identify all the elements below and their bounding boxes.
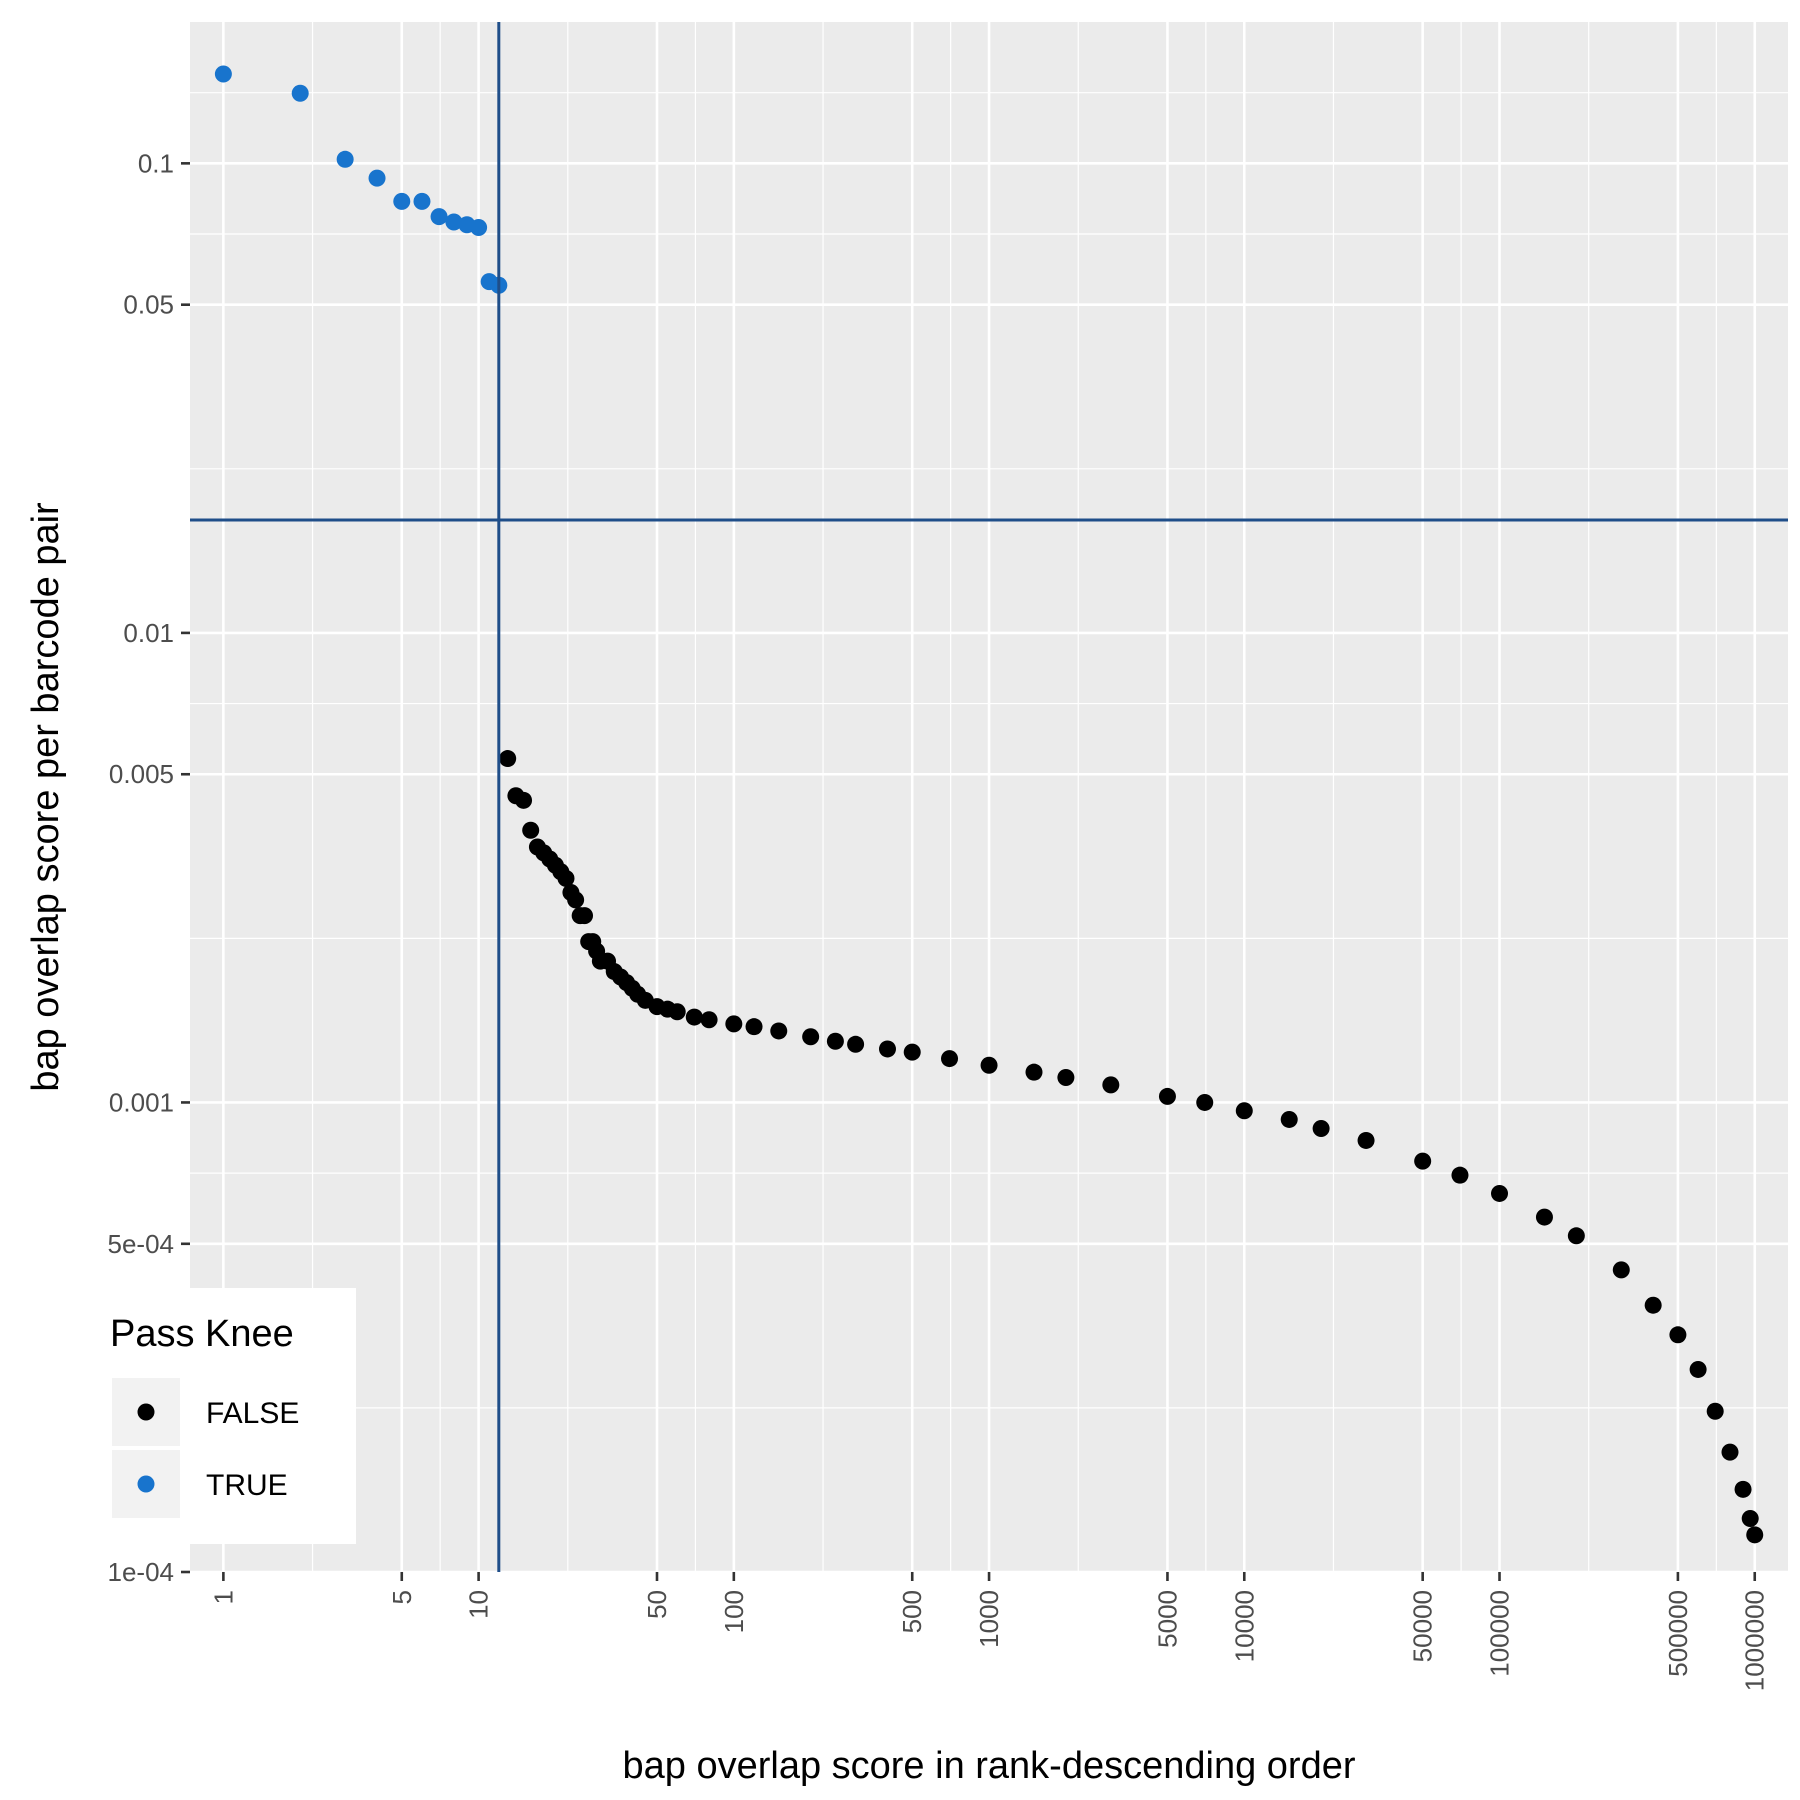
data-point bbox=[1280, 1110, 1298, 1128]
data-point bbox=[1741, 1509, 1759, 1527]
data-point bbox=[1612, 1261, 1630, 1279]
data-point bbox=[745, 1018, 763, 1036]
major-gridlines bbox=[190, 22, 1788, 1574]
data-point bbox=[1669, 1326, 1687, 1344]
series-false bbox=[499, 750, 1764, 1544]
data-point bbox=[430, 208, 448, 226]
data-point bbox=[802, 1028, 820, 1046]
data-point bbox=[685, 1008, 703, 1026]
data-point bbox=[1644, 1296, 1662, 1314]
x-tick-label: 1000 bbox=[974, 1590, 1004, 1648]
x-tick-label: 10 bbox=[464, 1590, 494, 1619]
legend-label: FALSE bbox=[206, 1397, 299, 1430]
data-point bbox=[770, 1022, 788, 1040]
x-tick-label: 5 bbox=[387, 1590, 417, 1604]
data-point bbox=[1567, 1227, 1585, 1245]
data-point bbox=[725, 1015, 743, 1033]
data-point bbox=[847, 1035, 865, 1053]
data-point bbox=[214, 65, 232, 83]
data-point bbox=[1535, 1208, 1553, 1226]
data-point bbox=[700, 1011, 718, 1029]
legend-entries: FALSE TRUE bbox=[112, 1378, 299, 1518]
x-axis-title: bap overlap score in rank-descending ord… bbox=[623, 1745, 1356, 1787]
data-point bbox=[445, 213, 463, 231]
data-point bbox=[413, 192, 431, 210]
legend-label: TRUE bbox=[206, 1469, 288, 1502]
data-points bbox=[214, 65, 1764, 1544]
data-point bbox=[878, 1040, 896, 1058]
data-point bbox=[291, 84, 309, 102]
y-tick-label: 0.1 bbox=[138, 148, 174, 178]
legend-title: Pass Knee bbox=[110, 1313, 294, 1355]
x-tick-label: 1 bbox=[208, 1590, 238, 1604]
data-point bbox=[1057, 1069, 1075, 1087]
x-tick-label: 100000 bbox=[1485, 1590, 1515, 1677]
data-point bbox=[557, 869, 575, 887]
x-tick-label: 10000 bbox=[1229, 1590, 1259, 1662]
data-point bbox=[903, 1043, 921, 1061]
data-point bbox=[1491, 1184, 1509, 1202]
data-point bbox=[1721, 1443, 1739, 1461]
data-point bbox=[1414, 1152, 1432, 1170]
data-point bbox=[1734, 1480, 1752, 1498]
data-point bbox=[1235, 1102, 1253, 1120]
x-axis: 1 5 10 50 100 500 1000 5000 10000 50000 100000 5000… bbox=[208, 1572, 1770, 1691]
data-point bbox=[522, 821, 540, 839]
y-tick-label: 0.01 bbox=[123, 618, 174, 648]
data-point bbox=[1158, 1087, 1176, 1105]
data-point bbox=[368, 169, 386, 187]
legend: Pass Knee FALSE TRUE bbox=[92, 1288, 356, 1544]
data-point bbox=[336, 150, 354, 168]
x-tick-label: 100 bbox=[719, 1590, 749, 1633]
x-tick-label: 50 bbox=[642, 1590, 672, 1619]
x-tick-label: 50000 bbox=[1408, 1590, 1438, 1662]
x-tick-label: 500 bbox=[897, 1590, 927, 1633]
y-tick-label: 1e-04 bbox=[108, 1557, 175, 1587]
x-tick-label: 1000000 bbox=[1740, 1590, 1770, 1691]
data-point bbox=[515, 791, 533, 809]
data-point bbox=[499, 750, 517, 768]
legend-entry-true: TRUE bbox=[112, 1450, 288, 1518]
legend-key-point bbox=[137, 1475, 155, 1493]
data-point bbox=[941, 1050, 959, 1068]
data-point bbox=[567, 891, 585, 909]
x-tick-label: 500000 bbox=[1663, 1590, 1693, 1677]
y-tick-label: 5e-04 bbox=[108, 1229, 175, 1259]
x-tick-label: 5000 bbox=[1152, 1590, 1182, 1648]
data-point bbox=[1357, 1131, 1375, 1149]
data-point bbox=[1025, 1063, 1043, 1081]
y-axis-title: bap overlap score per barcode pair bbox=[25, 502, 67, 1092]
y-tick-label: 0.005 bbox=[109, 759, 174, 789]
data-point bbox=[826, 1032, 844, 1050]
data-point bbox=[1746, 1526, 1764, 1544]
data-point bbox=[1102, 1076, 1120, 1094]
y-tick-label: 0.001 bbox=[109, 1087, 174, 1117]
reference-lines bbox=[190, 22, 1788, 1572]
data-point bbox=[668, 1003, 686, 1021]
data-point bbox=[470, 219, 488, 237]
data-point bbox=[576, 907, 594, 925]
data-point bbox=[1451, 1166, 1469, 1184]
data-point bbox=[393, 192, 411, 210]
data-point bbox=[980, 1056, 998, 1074]
data-point bbox=[1312, 1120, 1330, 1138]
data-point bbox=[1196, 1093, 1214, 1111]
y-tick-label: 0.05 bbox=[123, 290, 174, 320]
data-point bbox=[1689, 1360, 1707, 1378]
legend-key-point bbox=[137, 1403, 155, 1421]
y-axis: 1e-04 5e-04 0.001 0.005 0.01 0.05 0.1 bbox=[108, 148, 190, 1587]
legend-entry-false: FALSE bbox=[112, 1378, 299, 1446]
data-point bbox=[1706, 1402, 1724, 1420]
